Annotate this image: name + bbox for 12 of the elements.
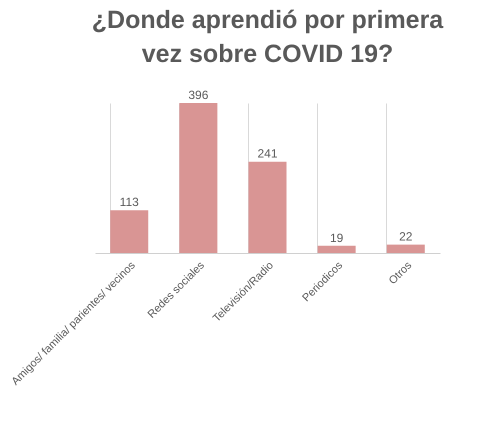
text: vez sobre COVID 19?: [142, 40, 394, 68]
data-label: 19: [330, 230, 344, 245]
data-label: 396: [188, 88, 209, 102]
bar: [179, 103, 218, 253]
bar: [110, 210, 148, 253]
bar: [248, 162, 287, 253]
bar: [318, 246, 356, 253]
data-label: 113: [120, 195, 140, 210]
data-label: 22: [399, 230, 413, 244]
text: ¿Donde aprendió por primera: [92, 6, 444, 34]
bar: [386, 244, 425, 253]
data-label: 241: [257, 146, 278, 161]
